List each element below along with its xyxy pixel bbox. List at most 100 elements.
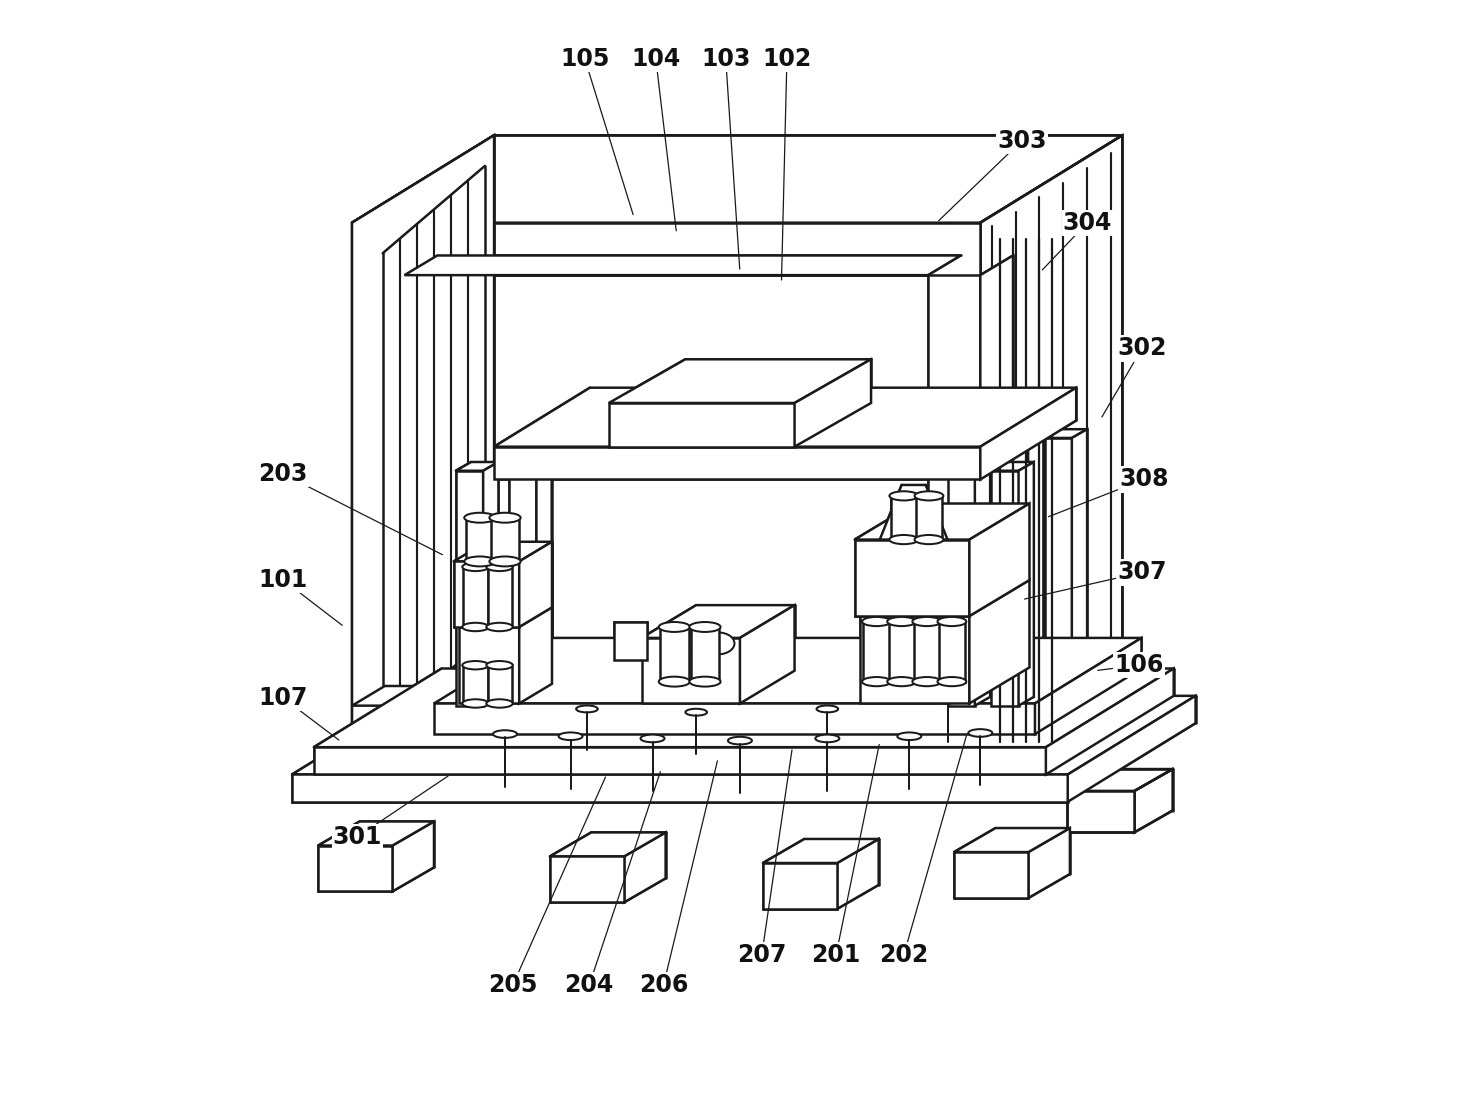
Polygon shape (1000, 438, 1028, 673)
Polygon shape (351, 135, 494, 759)
Polygon shape (351, 135, 494, 759)
Polygon shape (537, 429, 551, 673)
Ellipse shape (462, 699, 488, 708)
Polygon shape (916, 495, 942, 539)
Ellipse shape (487, 661, 513, 669)
Polygon shape (459, 608, 553, 626)
Text: 105: 105 (560, 47, 609, 70)
Ellipse shape (937, 677, 967, 686)
Text: 102: 102 (763, 47, 812, 70)
Text: 106: 106 (1114, 653, 1163, 677)
Polygon shape (465, 517, 494, 562)
Polygon shape (392, 821, 434, 892)
Ellipse shape (816, 706, 838, 712)
Polygon shape (954, 852, 1028, 898)
Ellipse shape (937, 617, 967, 626)
Ellipse shape (728, 737, 752, 744)
Polygon shape (980, 135, 1123, 759)
Polygon shape (948, 471, 975, 706)
Ellipse shape (464, 556, 496, 566)
Polygon shape (1035, 637, 1142, 734)
Polygon shape (891, 495, 917, 539)
Polygon shape (313, 668, 1174, 748)
Text: 201: 201 (812, 942, 860, 967)
Polygon shape (550, 857, 624, 903)
Polygon shape (456, 462, 499, 471)
Polygon shape (487, 665, 512, 704)
Polygon shape (1072, 429, 1088, 673)
Polygon shape (318, 821, 434, 846)
Polygon shape (351, 222, 980, 759)
Text: 302: 302 (1117, 337, 1166, 360)
Ellipse shape (493, 730, 518, 738)
Text: 307: 307 (1117, 560, 1166, 585)
Polygon shape (1028, 828, 1070, 898)
Polygon shape (970, 503, 1029, 617)
Polygon shape (609, 403, 795, 447)
Text: 304: 304 (1063, 210, 1112, 235)
Text: 205: 205 (488, 973, 538, 998)
Polygon shape (464, 665, 487, 704)
Polygon shape (614, 622, 647, 659)
Text: 206: 206 (639, 973, 688, 998)
Polygon shape (550, 832, 666, 857)
Ellipse shape (462, 623, 488, 631)
Polygon shape (980, 388, 1076, 479)
Polygon shape (483, 462, 499, 706)
Ellipse shape (487, 563, 513, 571)
Polygon shape (854, 503, 1029, 539)
Text: 301: 301 (332, 825, 382, 849)
Polygon shape (624, 832, 666, 903)
Polygon shape (739, 606, 795, 704)
Ellipse shape (462, 563, 488, 571)
Polygon shape (763, 839, 879, 863)
Polygon shape (487, 567, 512, 626)
Polygon shape (879, 484, 948, 539)
Polygon shape (519, 542, 553, 626)
Text: 203: 203 (258, 462, 308, 486)
Polygon shape (970, 580, 1029, 704)
Ellipse shape (914, 535, 943, 544)
Ellipse shape (690, 622, 720, 632)
Text: 104: 104 (631, 47, 681, 70)
Polygon shape (509, 438, 537, 673)
Polygon shape (795, 359, 870, 447)
Polygon shape (434, 637, 1142, 704)
Ellipse shape (487, 699, 513, 708)
Ellipse shape (462, 661, 488, 669)
Polygon shape (948, 462, 990, 471)
Ellipse shape (862, 617, 891, 626)
Polygon shape (642, 637, 739, 704)
Polygon shape (1067, 768, 1172, 791)
Polygon shape (863, 622, 889, 682)
Polygon shape (860, 580, 1029, 617)
Polygon shape (1134, 768, 1172, 832)
Polygon shape (464, 567, 487, 626)
Ellipse shape (888, 677, 916, 686)
Polygon shape (854, 539, 970, 617)
Ellipse shape (490, 556, 521, 566)
Polygon shape (609, 359, 870, 403)
Text: 308: 308 (1120, 468, 1169, 491)
Polygon shape (927, 275, 980, 706)
Ellipse shape (685, 709, 707, 716)
Ellipse shape (690, 677, 720, 687)
Polygon shape (292, 696, 1196, 774)
Polygon shape (660, 626, 688, 682)
Polygon shape (459, 626, 519, 704)
Polygon shape (509, 429, 551, 438)
Ellipse shape (889, 535, 919, 544)
Polygon shape (434, 704, 1035, 734)
Polygon shape (1044, 438, 1072, 673)
Polygon shape (351, 135, 1123, 222)
Polygon shape (404, 255, 961, 275)
Polygon shape (939, 622, 965, 682)
Polygon shape (1067, 791, 1134, 832)
Polygon shape (991, 471, 1019, 706)
Ellipse shape (487, 623, 513, 631)
Polygon shape (914, 622, 940, 682)
Polygon shape (453, 562, 519, 626)
Polygon shape (1019, 462, 1034, 706)
Polygon shape (494, 388, 1076, 447)
Polygon shape (351, 686, 1013, 706)
